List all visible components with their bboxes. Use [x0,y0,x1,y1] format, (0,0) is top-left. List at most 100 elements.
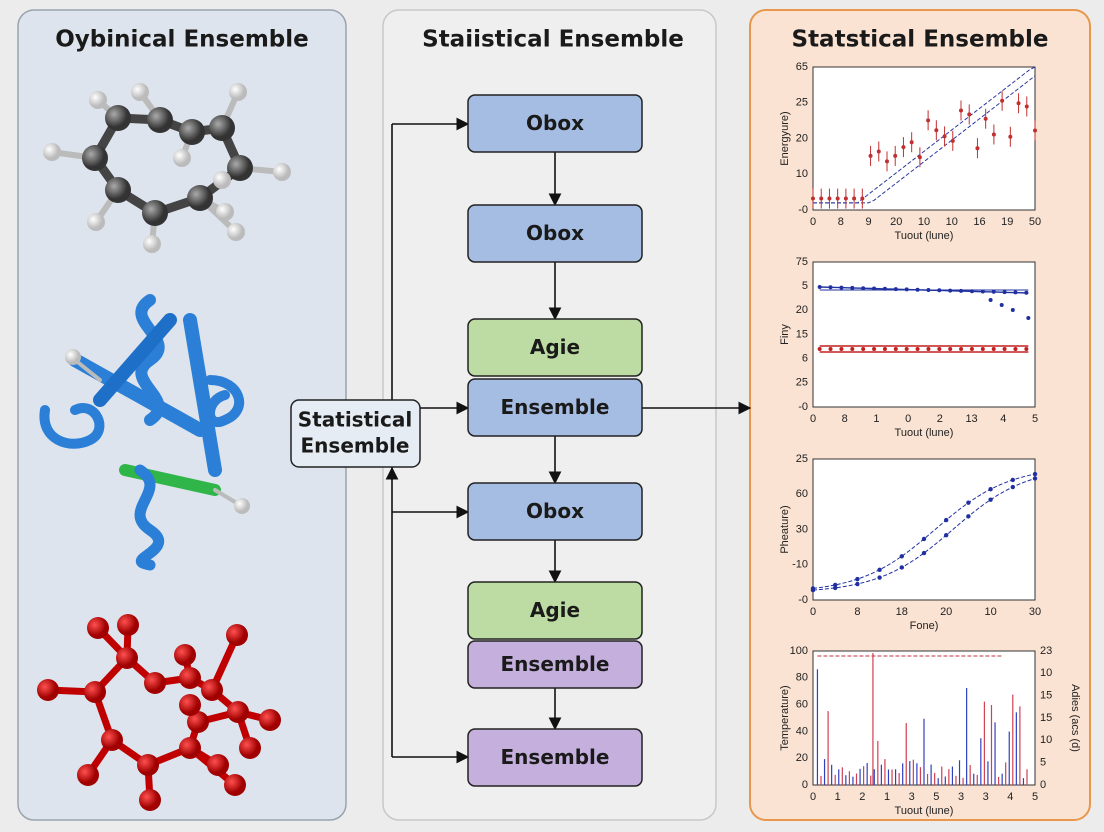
point [843,196,848,201]
point [926,347,931,351]
point [850,285,855,290]
atom [89,91,107,109]
y-tick-label: -0 [798,204,808,216]
point [917,155,922,160]
point [893,347,898,351]
y-tick-label: 75 [796,256,808,268]
point [988,298,993,302]
point [876,149,881,154]
flow-node-label: Agie [530,335,580,359]
point [950,138,955,143]
flow-node-label: Ensemble [501,395,610,419]
right-panel [749,9,1091,821]
point [893,287,898,292]
y2-tick-label: 10 [1040,734,1052,746]
x-tick-label: 9 [865,216,871,228]
x-tick-label: 1 [873,413,879,425]
flow-node-label: Obox [526,221,584,245]
y-tick-label: 0 [802,779,808,791]
x-tick-label: 0 [905,413,911,425]
atom [229,83,247,101]
point [999,303,1004,307]
panel-title: Oybinical Ensemble [55,27,308,53]
point [1024,290,1029,295]
atom [179,737,201,759]
atom [87,617,109,639]
point [817,285,822,289]
flow-node [467,482,643,541]
flow-node [467,378,643,437]
curve [812,478,1036,591]
point [860,196,865,201]
point [827,196,832,201]
atom [259,709,281,731]
atom [131,83,149,101]
point [926,118,931,123]
y-axis-label: Finy [779,324,791,345]
flow-node-label: Agie [530,598,580,622]
point [1033,128,1037,133]
y2-tick-label: 0 [1040,779,1046,791]
point [934,128,939,133]
point [980,347,985,351]
y-tick-label: 60 [796,488,808,500]
atom [179,694,201,716]
y-tick-label: 25 [796,377,808,389]
point [828,347,833,351]
point [861,347,866,351]
y-tick-label: 10 [796,168,808,180]
flow-node [467,728,643,787]
point [915,287,920,292]
point [839,347,844,351]
point [937,288,942,293]
flow-node-label: Obox [526,111,584,135]
x-tick-label: 30 [1029,606,1041,618]
point [969,347,974,351]
panel-title: Staiistical Ensemble [422,27,684,53]
flow-node-label: Ensemble [501,652,610,676]
x-axis-label: Tuout (lune) [895,427,954,439]
y2-tick-label: 15 [1040,712,1052,724]
y-tick-label: 80 [796,672,808,684]
atom [226,624,248,646]
atom [239,737,261,759]
protein-ribbon [39,294,250,571]
point [852,196,857,201]
x-axis-label: Tuout (lune) [895,805,954,817]
x-tick-label: 1 [835,791,841,803]
atom [116,647,138,669]
point [967,112,972,117]
atom [227,223,245,241]
point [942,134,947,139]
x-tick-label: 0 [810,216,816,228]
point [1026,316,1031,320]
plot-frame [812,458,1036,601]
atom [82,145,108,171]
molecule-red [37,614,281,811]
point [893,153,898,158]
flow-node [467,94,643,153]
point [1000,98,1005,103]
curve [812,473,1036,589]
point [991,347,996,351]
y-tick-label: 65 [796,61,808,73]
point [948,347,953,351]
point [839,285,844,290]
point [1013,347,1018,351]
x-tick-label: 8 [838,216,844,228]
point [835,196,840,201]
atom [144,672,166,694]
y-tick-label: 40 [796,725,808,737]
atom [174,644,196,666]
point [833,585,838,591]
x-tick-label: 5 [1032,413,1038,425]
flow-node [467,204,643,263]
point [1008,134,1013,139]
point [991,132,996,137]
x-tick-label: 20 [940,606,952,618]
molecule-ring [43,83,291,253]
y2-tick-label: 5 [1040,757,1046,769]
x-tick-label: 0 [810,606,816,618]
point [861,286,866,291]
